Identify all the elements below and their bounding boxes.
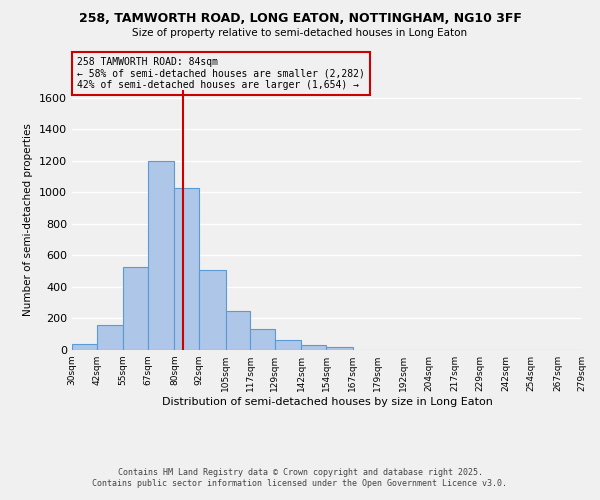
Text: 258, TAMWORTH ROAD, LONG EATON, NOTTINGHAM, NG10 3FF: 258, TAMWORTH ROAD, LONG EATON, NOTTINGH… [79,12,521,26]
Text: Size of property relative to semi-detached houses in Long Eaton: Size of property relative to semi-detach… [133,28,467,38]
Y-axis label: Number of semi-detached properties: Number of semi-detached properties [23,124,34,316]
Bar [123,268,148,350]
Bar [326,347,353,350]
Bar [226,312,250,350]
Bar [275,340,301,350]
Bar [199,270,226,350]
Text: Contains HM Land Registry data © Crown copyright and database right 2025.
Contai: Contains HM Land Registry data © Crown c… [92,468,508,487]
Text: 258 TAMWORTH ROAD: 84sqm
← 58% of semi-detached houses are smaller (2,282)
42% o: 258 TAMWORTH ROAD: 84sqm ← 58% of semi-d… [77,57,365,90]
Bar [148,161,175,350]
X-axis label: Distribution of semi-detached houses by size in Long Eaton: Distribution of semi-detached houses by … [161,397,493,407]
Bar [97,325,123,350]
Bar [72,344,97,350]
Bar [250,328,275,350]
Bar [175,188,199,350]
Bar [301,346,326,350]
